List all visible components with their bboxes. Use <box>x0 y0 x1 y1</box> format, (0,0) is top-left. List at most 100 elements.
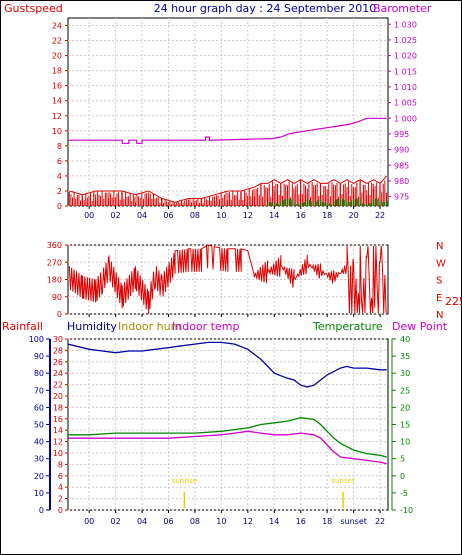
gust-tick-label: 4 <box>57 172 62 181</box>
compass-letter: N <box>436 310 443 321</box>
gust-tick-label: 18 <box>52 67 62 76</box>
compass-letter: E <box>436 293 442 304</box>
rainfall-tick-label: 0 <box>58 506 63 515</box>
barometer-tick-label: 995 <box>394 130 409 139</box>
x-tick-label: 02 <box>111 517 121 526</box>
temperature-tick-label: 35 <box>400 352 410 361</box>
sunset-label: sunset <box>331 477 354 485</box>
indoor-hum-label: Indoor hum <box>118 320 181 333</box>
rainfall-tick-label: 30 <box>53 335 63 344</box>
barometer-tick-label: 980 <box>394 177 409 186</box>
x-tick-label: 10 <box>216 517 226 526</box>
barometer-tick-label: 1 020 <box>394 52 417 61</box>
x-tick-label: 04 <box>137 211 147 220</box>
temperature-tick-label: 5 <box>400 455 405 464</box>
indoor-temp-label: Indoor temp <box>172 320 239 333</box>
x-tick-label: 04 <box>137 517 147 526</box>
plot-area <box>67 17 389 207</box>
temperature-humidity-panel: 0102030405060708090100024681012141618202… <box>29 335 413 526</box>
gust-tick-label: 10 <box>52 127 62 136</box>
x-tick-label: 00 <box>84 211 94 220</box>
humidity-tick-label: 70 <box>34 386 44 395</box>
gust-tick-label: 2 <box>57 187 62 196</box>
temperature-tick-label: 10 <box>400 438 410 447</box>
temperature-tick-label: 30 <box>400 369 410 378</box>
rainfall-tick-label: 12 <box>53 438 63 447</box>
rainfall-tick-label: 20 <box>53 392 63 401</box>
direction-tick-label: 0 <box>57 310 62 319</box>
temperature-line <box>68 417 387 458</box>
humidity-tick-label: 10 <box>34 489 44 498</box>
temperature-tick-label: -10 <box>400 506 413 515</box>
rainfall-tick-label: 16 <box>53 415 63 424</box>
x-tick-label: 08 <box>190 211 200 220</box>
direction-tick-label: 360 <box>47 241 62 250</box>
temperature-tick-label: 40 <box>400 335 410 344</box>
gust-axis-label: Gustspeed <box>4 2 63 15</box>
x-tick-label: 16 <box>296 517 306 526</box>
humidity-tick-label: 50 <box>34 421 44 430</box>
humidity-tick-label: 80 <box>34 369 44 378</box>
rainfall-tick-label: 8 <box>58 460 63 469</box>
barometer-tick-label: 1 015 <box>394 67 417 76</box>
humidity-tick-label: 30 <box>34 455 44 464</box>
barometer-axis-label: Barometer <box>373 2 432 15</box>
graph-title: 24 hour graph day : 24 September 2010 <box>154 2 377 15</box>
barometer-tick-label: 1 025 <box>394 36 417 45</box>
wind-direction-value: 225 <box>445 295 462 308</box>
dew-point-line <box>68 430 387 465</box>
barometer-tick-label: 1 030 <box>394 20 417 29</box>
rainfall-tick-label: 22 <box>53 381 63 390</box>
x-tick-label: 16 <box>296 211 306 220</box>
gust-tick-label: 8 <box>57 142 62 151</box>
humidity-tick-label: 20 <box>34 472 44 481</box>
compass-letter: N <box>436 241 443 252</box>
x-tick-label: 06 <box>163 211 173 220</box>
humidity-tick-label: 60 <box>34 403 44 412</box>
temperature-axis-label: Temperature <box>312 320 383 333</box>
barometer-tick-label: 990 <box>394 146 409 155</box>
direction-tick-label: 180 <box>47 276 62 285</box>
dew-point-axis-label: Dew Point <box>392 320 448 333</box>
x-tick-label: 02 <box>111 211 121 220</box>
plot-area <box>67 338 389 511</box>
gust-tick-label: 0 <box>57 202 62 211</box>
rainfall-tick-label: 26 <box>53 358 63 367</box>
x-tick-label: 12 <box>243 517 253 526</box>
temperature-tick-label: 15 <box>400 421 410 430</box>
humidity-tick-label: 90 <box>34 352 44 361</box>
rainfall-tick-label: 2 <box>58 495 63 504</box>
humidity-tick-label: 100 <box>29 335 44 344</box>
compass-letter: S <box>436 276 442 287</box>
x-tick-label: 10 <box>216 211 226 220</box>
gust-tick-label: 24 <box>52 22 62 31</box>
x-tick-label: 14 <box>269 211 279 220</box>
x-tick-label: sunset <box>340 517 367 526</box>
barometer-tick-label: 975 <box>394 193 409 202</box>
compass-letter: W <box>436 258 446 269</box>
gust-tick-label: 14 <box>52 97 62 106</box>
humidity-tick-label: 40 <box>34 438 44 447</box>
wind-direction-trace <box>68 244 387 315</box>
rainfall-tick-label: 24 <box>53 369 63 378</box>
direction-tick-label: 90 <box>52 293 62 302</box>
x-tick-label: 22 <box>375 211 385 220</box>
rainfall-tick-label: 28 <box>53 346 63 355</box>
rainfall-axis-label: Rainfall <box>2 320 43 333</box>
barometer-line <box>68 117 387 144</box>
rainfall-tick-label: 6 <box>58 472 63 481</box>
humidity-axis-label: Humidity <box>67 320 117 333</box>
x-tick-label: 12 <box>243 211 253 220</box>
gust-tick-label: 6 <box>57 157 62 166</box>
rainfall-tick-label: 4 <box>58 483 63 492</box>
direction-tick-label: 270 <box>47 258 62 267</box>
x-tick-label: 18 <box>322 517 332 526</box>
gust-tick-label: 12 <box>52 112 62 121</box>
barometer-tick-label: 1 000 <box>394 114 417 123</box>
barometer-tick-label: 1 005 <box>394 99 417 108</box>
temperature-tick-label: 20 <box>400 403 410 412</box>
barometer-tick-label: 985 <box>394 161 409 170</box>
